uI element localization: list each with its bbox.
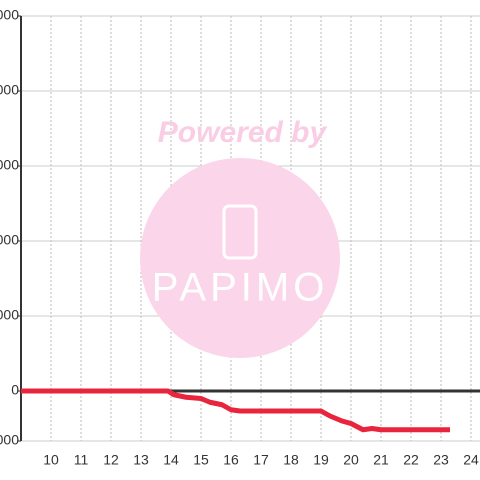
y-tick-label: 60,000 bbox=[0, 232, 19, 248]
x-tick-label: 12 bbox=[103, 452, 119, 468]
x-tick-label: 15 bbox=[193, 452, 209, 468]
watermark-text: Powered by bbox=[158, 116, 328, 149]
y-tick-label: 150,000 bbox=[0, 7, 19, 23]
x-tick-label: 20 bbox=[343, 452, 359, 468]
x-tick-label: 21 bbox=[373, 452, 389, 468]
x-tick-label: 19 bbox=[313, 452, 329, 468]
watermark-icon bbox=[222, 204, 258, 260]
watermark-logo: PAPIMO bbox=[152, 266, 329, 310]
x-tick-label: 22 bbox=[403, 452, 419, 468]
x-tick-label: 17 bbox=[253, 452, 269, 468]
x-tick-label: 16 bbox=[223, 452, 239, 468]
y-tick-label: 30,000 bbox=[0, 307, 19, 323]
x-tick-label: 23 bbox=[433, 452, 449, 468]
y-tick-label: -20,000 bbox=[0, 432, 19, 448]
watermark: Powered by PAPIMO bbox=[140, 116, 340, 358]
x-tick-label: 18 bbox=[283, 452, 299, 468]
x-tick-label: 13 bbox=[133, 452, 149, 468]
y-tick-label: 90,000 bbox=[0, 157, 19, 173]
x-tick-label: 24 bbox=[463, 452, 479, 468]
y-tick-label: 0 bbox=[11, 382, 19, 398]
data-line bbox=[21, 388, 450, 433]
x-tick-label: 11 bbox=[74, 452, 89, 468]
y-tick-label: 120,000 bbox=[0, 82, 19, 98]
x-tick-label: 14 bbox=[163, 452, 179, 468]
x-tick-label: 10 bbox=[43, 452, 59, 468]
